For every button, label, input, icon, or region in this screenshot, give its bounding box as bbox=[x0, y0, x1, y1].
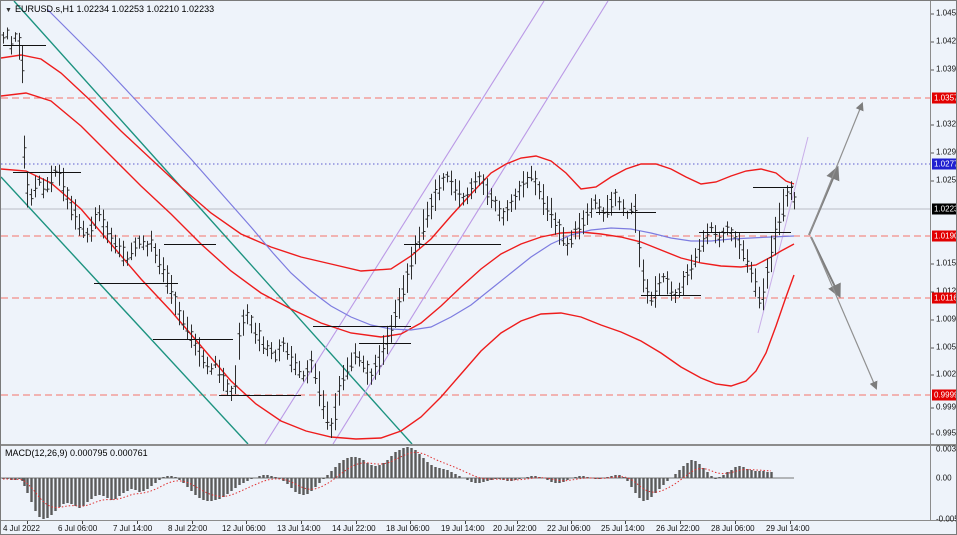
time-axis-tick bbox=[27, 521, 28, 524]
time-axis-tick bbox=[246, 521, 247, 524]
projection-arrow-up-long bbox=[808, 102, 864, 236]
price-badge: 1.02233 bbox=[932, 203, 956, 215]
time-axis-tick bbox=[625, 521, 626, 524]
time-axis-tick bbox=[82, 521, 83, 524]
bollinger-lower-band bbox=[1, 168, 795, 440]
trendline-teal-lower bbox=[1, 176, 249, 444]
time-axis-label: 4 Jul 2022 bbox=[3, 524, 40, 533]
price-tick-label: 1.02920 bbox=[931, 148, 956, 157]
price-tick-label: 1.02585 bbox=[931, 176, 956, 185]
chart-title-text: EURUSD.s,H1 1.02234 1.02253 1.02210 1.02… bbox=[14, 4, 215, 14]
price-tick-label: 1.00240 bbox=[931, 370, 956, 379]
time-axis-label: 7 Jul 14:00 bbox=[113, 524, 153, 533]
time-axis-tick bbox=[680, 521, 681, 524]
trendline-violet-1 bbox=[264, 1, 545, 444]
time-axis-tick bbox=[301, 521, 302, 524]
trendline-teal-upper bbox=[13, 1, 413, 444]
projection-arrow-down-long bbox=[810, 236, 878, 390]
time-axis-tick bbox=[465, 521, 466, 524]
price-tick-label: 1.04595 bbox=[931, 9, 956, 18]
time-axis-tick bbox=[790, 521, 791, 524]
chart-title: ▼ EURUSD.s,H1 1.02234 1.02253 1.02210 1.0… bbox=[5, 4, 214, 14]
time-axis-label: 14 Jul 22:00 bbox=[332, 524, 376, 533]
price-axis[interactable]: 1.04595 1.04260 1.03925 1.03255 1.02920 1.025… bbox=[930, 1, 957, 524]
macd-panel[interactable] bbox=[1, 446, 930, 520]
time-axis-tick bbox=[356, 521, 357, 524]
macd-tick-label: 0.00 bbox=[936, 473, 952, 483]
bollinger-upper-band bbox=[1, 54, 795, 272]
price-tick-label: 1.00575 bbox=[931, 343, 956, 352]
macd-signal-line bbox=[3, 451, 772, 509]
time-axis-label: 13 Jul 14:00 bbox=[277, 524, 321, 533]
panel-separator[interactable] bbox=[1, 444, 956, 446]
time-axis-label: 6 Jul 06:00 bbox=[58, 524, 98, 533]
macd-tick-label: 0.003696 bbox=[936, 444, 957, 454]
time-axis-label: 28 Jul 06:00 bbox=[711, 524, 755, 533]
trendline-violet-2 bbox=[332, 1, 609, 444]
main-price-chart[interactable] bbox=[1, 1, 930, 444]
price-tick-label: 1.03255 bbox=[931, 120, 956, 129]
bollinger-middle-band bbox=[1, 92, 795, 338]
price-badge: 1.03574 bbox=[932, 92, 956, 104]
price-tick-label: 0.99905 bbox=[931, 403, 956, 412]
price-tick-label: 1.01580 bbox=[931, 259, 956, 268]
time-axis-tick bbox=[137, 521, 138, 524]
price-tick-label: 1.03925 bbox=[931, 65, 956, 74]
slow-ma-line bbox=[46, 8, 795, 331]
trendline-violet-3 bbox=[757, 136, 809, 334]
time-axis-label: 22 Jul 06:00 bbox=[547, 524, 591, 533]
price-badge: 1.01905 bbox=[932, 230, 956, 242]
price-tick-label: 1.01245 bbox=[931, 287, 956, 296]
macd-tick-label: -0.00527 bbox=[936, 514, 956, 524]
time-axis[interactable]: 4 Jul 2022 6 Jul 06:00 7 Jul 14:00 8 Jul 22… bbox=[1, 521, 956, 534]
price-tick-label: 0.99570 bbox=[931, 429, 956, 438]
price-badge: 1.01163 bbox=[932, 292, 956, 304]
symbol-dropdown-icon[interactable]: ▼ bbox=[5, 7, 12, 14]
time-axis-label: 20 Jul 22:00 bbox=[493, 524, 537, 533]
price-badge: 1.02774 bbox=[932, 158, 956, 170]
time-axis-tick bbox=[517, 521, 518, 524]
price-tick-label: 1.00910 bbox=[931, 315, 956, 324]
price-bars bbox=[1, 27, 797, 438]
time-axis-tick bbox=[735, 521, 736, 524]
time-axis-label: 26 Jul 22:00 bbox=[656, 524, 700, 533]
price-badge: 0.99996 bbox=[932, 389, 956, 401]
time-axis-tick bbox=[192, 521, 193, 524]
time-axis-label: 12 Jul 06:00 bbox=[222, 524, 266, 533]
time-axis-tick bbox=[571, 521, 572, 524]
panel-separator-bottom bbox=[1, 520, 956, 521]
macd-indicator-label: MACD(12,26,9) 0.000795 0.000761 bbox=[5, 448, 148, 458]
time-axis-label: 8 Jul 22:00 bbox=[168, 524, 208, 533]
time-axis-label: 18 Jul 06:00 bbox=[386, 524, 430, 533]
time-axis-label: 29 Jul 14:00 bbox=[766, 524, 810, 533]
time-axis-tick bbox=[410, 521, 411, 524]
price-tick-label: 1.04260 bbox=[931, 37, 956, 46]
time-axis-label: 19 Jul 14:00 bbox=[441, 524, 485, 533]
time-axis-label: 25 Jul 14:00 bbox=[601, 524, 645, 533]
support-resistance-segments bbox=[3, 45, 793, 396]
